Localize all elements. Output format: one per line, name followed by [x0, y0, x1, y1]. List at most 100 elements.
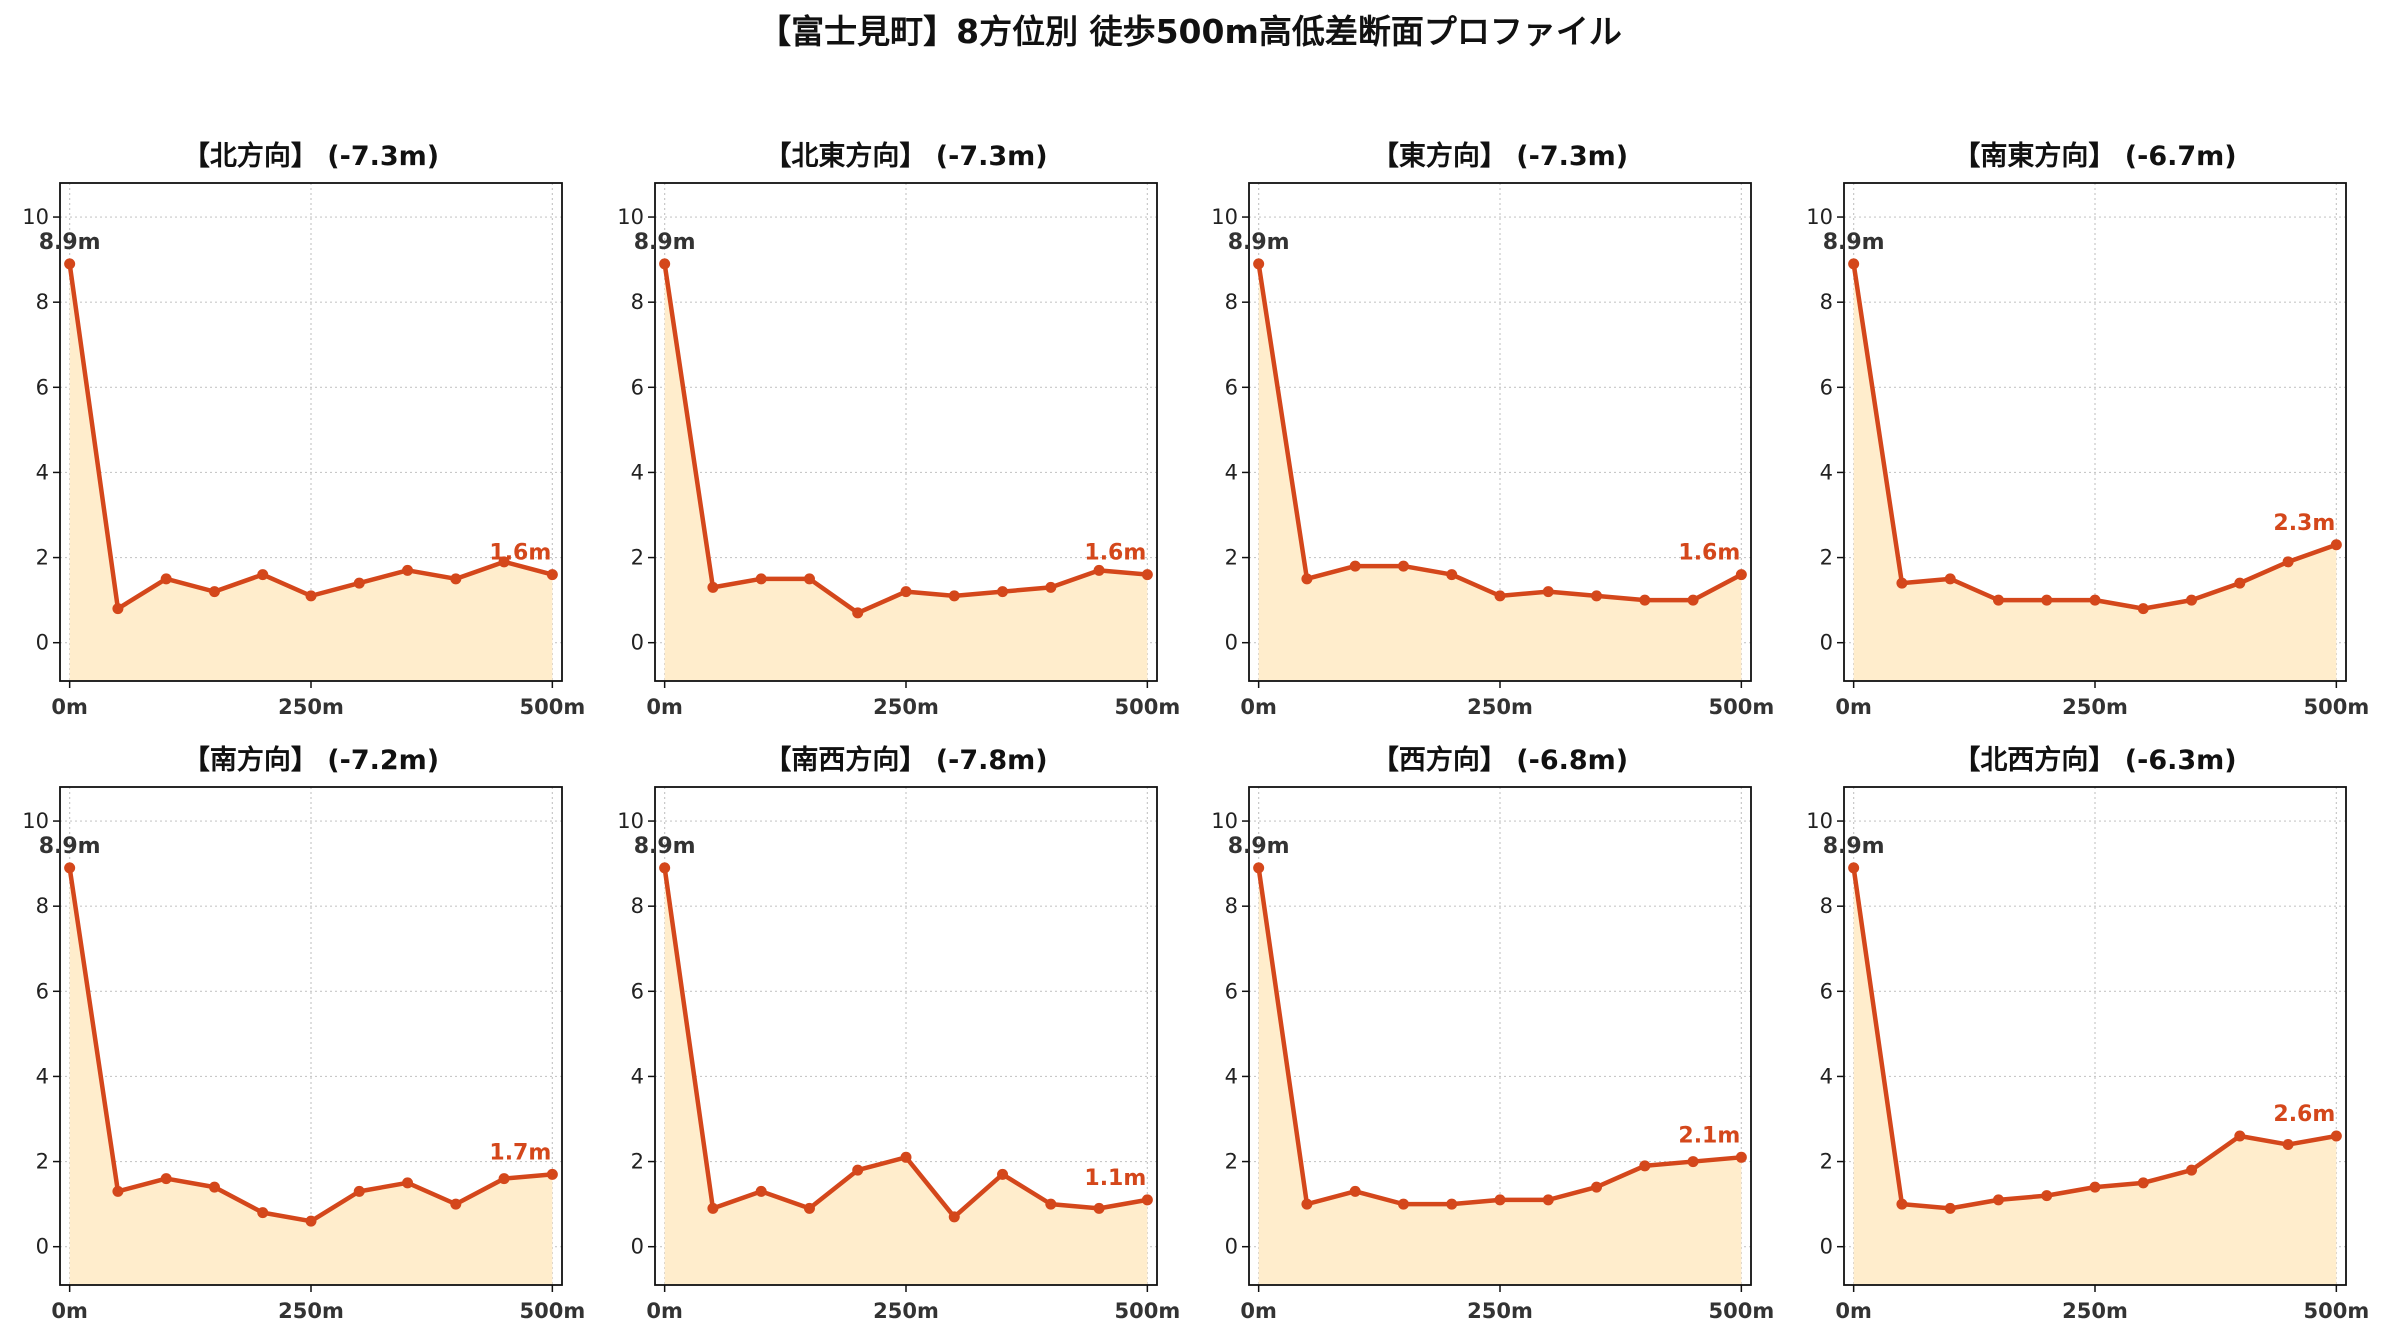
data-point [1494, 1194, 1506, 1206]
data-point [2137, 1177, 2149, 1189]
end-elevation-label: 1.6m [1678, 541, 1740, 566]
data-point [402, 1177, 414, 1189]
y-tick-label: 10 [617, 205, 644, 229]
data-point [1446, 569, 1458, 581]
y-tick-label: 6 [1225, 375, 1238, 399]
y-tick-label: 2 [1225, 546, 1238, 570]
y-tick-label: 6 [36, 979, 49, 1003]
data-point [1591, 1181, 1603, 1193]
y-tick-label: 6 [1225, 979, 1238, 1003]
data-point [160, 573, 172, 585]
data-point [112, 603, 124, 615]
end-elevation-label: 1.6m [1084, 541, 1146, 566]
y-tick-label: 10 [1806, 205, 1833, 229]
data-point [707, 581, 719, 593]
profile-panel: 【南東方向】 (-6.7m) 0 2 4 6 8 10 0m 250m 500m 8.9m 2.3m [1806, 140, 2369, 719]
data-point [803, 573, 815, 585]
y-tick-label: 8 [631, 894, 644, 918]
start-elevation-label: 8.9m [1228, 834, 1290, 859]
y-tick-label: 6 [631, 375, 644, 399]
data-point [1687, 1156, 1699, 1168]
data-point [1253, 258, 1265, 270]
y-tick-label: 2 [631, 1150, 644, 1174]
data-point [2330, 1130, 2342, 1142]
y-tick-label: 0 [36, 1235, 49, 1259]
data-point [1494, 590, 1506, 602]
y-tick-label: 0 [36, 631, 49, 655]
elevation-area [664, 867, 1148, 1285]
y-tick-label: 4 [36, 460, 49, 484]
elevation-line [1851, 263, 2338, 611]
data-point [2234, 577, 2246, 589]
data-point [1349, 1185, 1361, 1197]
y-tick-label: 0 [1820, 631, 1833, 655]
y-tick-label: 6 [36, 375, 49, 399]
data-point [755, 1185, 767, 1197]
data-point [208, 1181, 220, 1193]
y-tick-label: 8 [1225, 290, 1238, 314]
data-point [1896, 577, 1908, 589]
data-point [450, 1198, 462, 1210]
x-tick-label: 500m [1114, 1299, 1180, 1323]
data-point [450, 573, 462, 585]
data-point [1944, 1202, 1956, 1214]
profile-panel: 【北西方向】 (-6.3m) 0 2 4 6 8 10 0m 250m 500m 8.9m 2.6m [1806, 744, 2369, 1323]
x-tick-label: 0m [1835, 695, 1872, 719]
elevation-area [1258, 867, 1742, 1285]
y-tick-label: 4 [1820, 460, 1833, 484]
y-tick-label: 8 [36, 290, 49, 314]
data-point [997, 1168, 1009, 1180]
elevation-area [69, 867, 553, 1285]
y-tick-label: 10 [1211, 809, 1238, 833]
x-tick-label: 250m [278, 1299, 344, 1323]
start-elevation-label: 8.9m [1823, 834, 1885, 859]
data-point [160, 1173, 172, 1185]
data-point [1349, 560, 1361, 572]
data-point [1301, 1198, 1313, 1210]
end-elevation-label: 1.6m [489, 541, 551, 566]
y-tick-label: 8 [1225, 894, 1238, 918]
data-point [707, 1202, 719, 1214]
y-tick-label: 6 [631, 979, 644, 1003]
data-point [1735, 1151, 1747, 1163]
x-tick-label: 0m [51, 695, 88, 719]
data-point [2234, 1130, 2246, 1142]
data-point [1639, 594, 1651, 606]
elevation-area [664, 263, 1148, 681]
start-elevation-label: 8.9m [634, 834, 696, 859]
data-point [1141, 569, 1153, 581]
y-tick-label: 4 [631, 460, 644, 484]
panel-title: 【北東方向】 (-7.3m) [764, 140, 1047, 172]
x-tick-label: 500m [1708, 695, 1774, 719]
data-point [1141, 1194, 1153, 1206]
y-tick-label: 4 [631, 1064, 644, 1088]
x-tick-label: 0m [646, 1299, 683, 1323]
data-point [64, 258, 76, 270]
data-point [1896, 1198, 1908, 1210]
panel-title: 【北西方向】 (-6.3m) [1953, 744, 2236, 776]
x-tick-label: 500m [519, 695, 585, 719]
data-point [2089, 594, 2101, 606]
y-tick-label: 8 [1820, 894, 1833, 918]
x-tick-label: 250m [873, 695, 939, 719]
data-point [900, 1151, 912, 1163]
data-point [546, 1168, 558, 1180]
y-tick-label: 0 [1820, 1235, 1833, 1259]
data-point [948, 1211, 960, 1223]
y-tick-label: 8 [631, 290, 644, 314]
data-point [257, 569, 269, 581]
x-tick-label: 250m [1467, 695, 1533, 719]
elevation-line [67, 263, 553, 611]
y-tick-label: 10 [617, 809, 644, 833]
profile-panel: 【北方向】 (-7.3m) 0 2 4 6 8 10 0m 250m 500m 8.9m 1.6m [22, 140, 585, 719]
start-elevation-label: 8.9m [1228, 230, 1290, 255]
data-point [852, 607, 864, 619]
panel-title: 【北方向】 (-7.3m) [183, 140, 439, 172]
x-tick-label: 0m [51, 1299, 88, 1323]
data-point [498, 1173, 510, 1185]
end-elevation-label: 1.1m [1084, 1166, 1146, 1191]
data-point [2041, 1190, 2053, 1202]
data-point [305, 1215, 317, 1227]
y-tick-label: 6 [1820, 375, 1833, 399]
x-tick-label: 500m [1114, 695, 1180, 719]
